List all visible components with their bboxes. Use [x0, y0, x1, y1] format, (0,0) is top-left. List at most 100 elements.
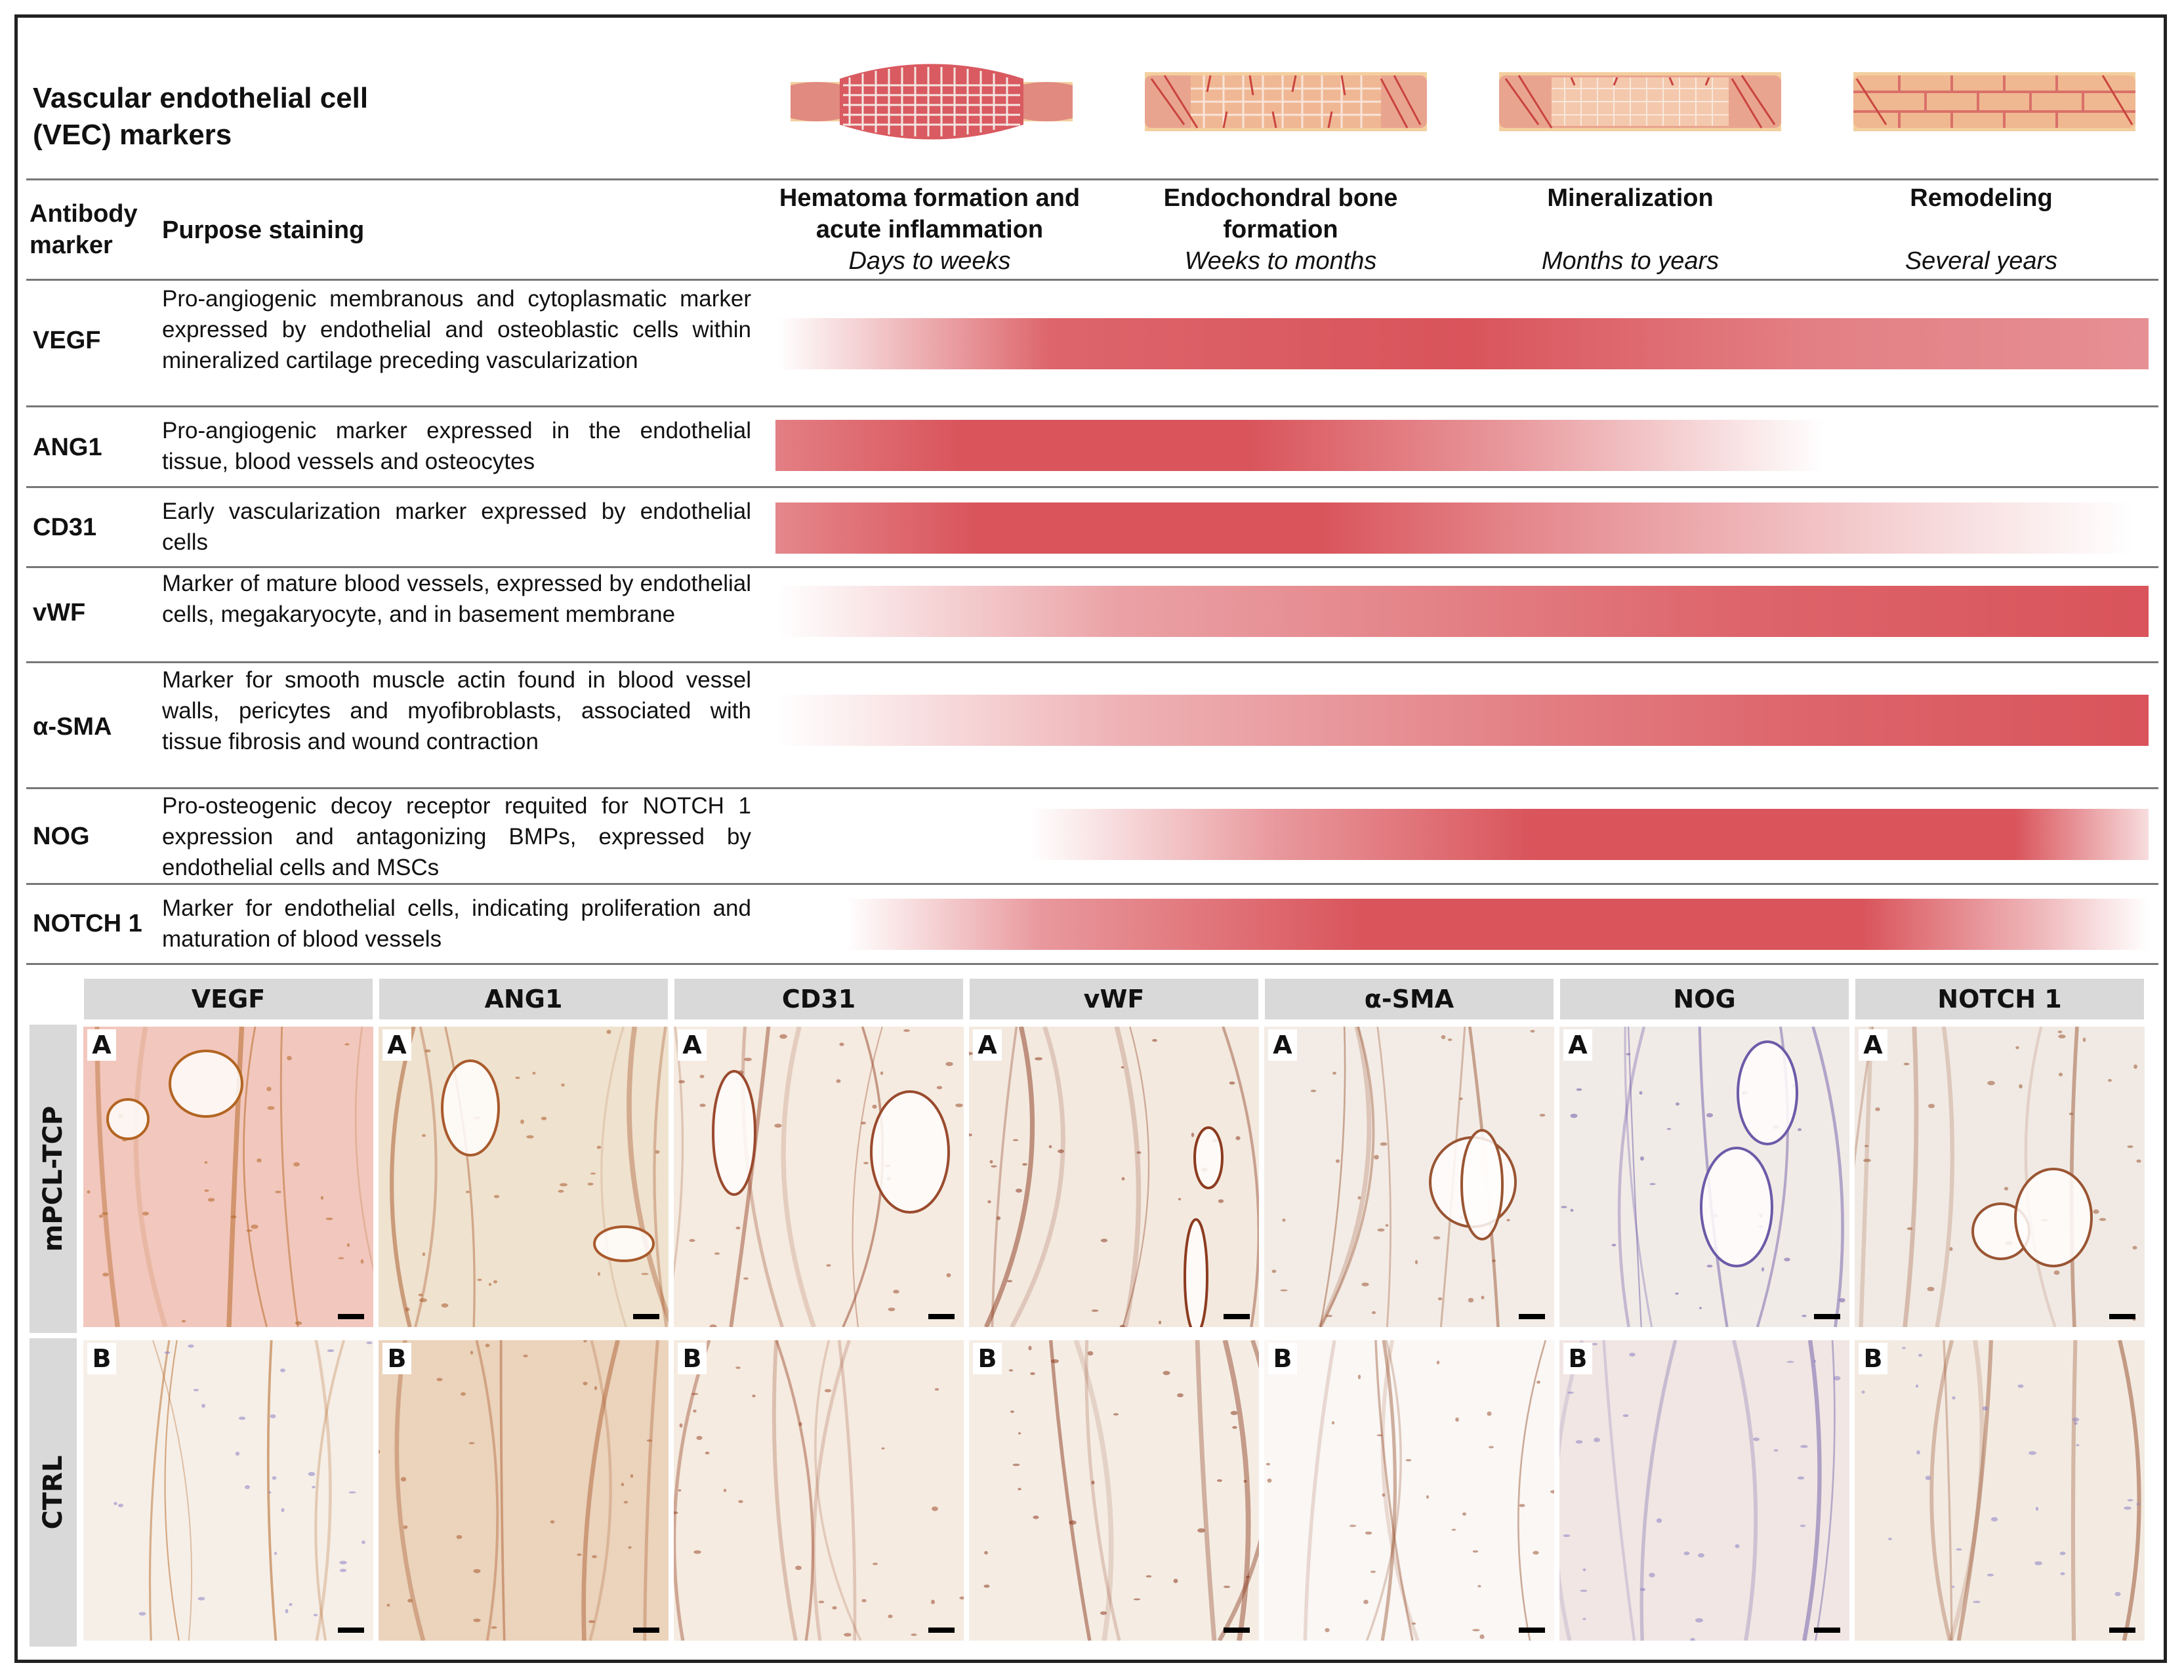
scale-bar	[1814, 1314, 1840, 1319]
scale-bar	[928, 1314, 955, 1319]
antibody-marker-header-line1: Antibody	[30, 200, 138, 228]
tissue-texture	[113, 1340, 373, 1641]
marker-cd31: CD31	[33, 514, 97, 541]
tissue-texture	[983, 1340, 1259, 1641]
expression-bar-vwf	[777, 586, 2149, 637]
hematoma-tissue-illustration	[791, 64, 1073, 140]
panel-letter: B	[382, 1343, 411, 1374]
description-vegf: Pro-angiogenic membranous and cytoplasma…	[162, 286, 751, 373]
remodeling-tissue-illustration	[1853, 72, 2135, 131]
description-notch1: Marker for endothelial cells, indicating…	[162, 895, 751, 952]
panel-letter: A	[1563, 1029, 1592, 1061]
row-rule	[26, 883, 2158, 885]
description-ang1: Pro-angiogenic marker expressed in the e…	[162, 418, 751, 474]
expression-bar-ang1	[775, 420, 1824, 471]
micro-col-cd31: CD31	[674, 979, 963, 1019]
micrograph-b-3: B	[969, 1340, 1259, 1641]
micrograph-b-4: B	[1264, 1340, 1554, 1641]
panel-letter: A	[87, 1029, 116, 1061]
row-rule	[26, 486, 2158, 488]
stage-header-mineralization: Mineralization Months to years	[1460, 182, 1801, 277]
panel-letter: B	[1268, 1343, 1297, 1374]
marker-notch1: NOTCH 1	[33, 910, 142, 937]
scale-bar	[1519, 1314, 1545, 1319]
description-cd31: Early vascularization marker expressed b…	[162, 499, 751, 555]
stage-name-line1: Endochondral bone	[1163, 184, 1398, 212]
micro-col-nog: NOG	[1560, 979, 1849, 1019]
stage-time: Months to years	[1541, 247, 1720, 275]
description-vwf: Marker of mature blood vessels, expresse…	[162, 571, 751, 627]
tissue-texture	[674, 1340, 964, 1641]
purpose-staining-header: Purpose staining	[162, 216, 365, 244]
micrograph-b-0: B	[83, 1340, 373, 1641]
table-top-rule	[26, 178, 2158, 180]
tissue-texture	[1266, 1340, 1554, 1641]
description-nog: Pro-osteogenic decoy receptor requited f…	[162, 793, 751, 880]
tissue-texture	[674, 1027, 963, 1327]
marker-alpha-sma: α-SMA	[33, 713, 112, 741]
tissue-texture	[1861, 1340, 2141, 1641]
row-rule	[26, 661, 2158, 663]
stage-name-line1: Hematoma formation and	[779, 184, 1081, 212]
marker-ang1: ANG1	[33, 434, 102, 461]
tissue-texture	[390, 1027, 669, 1327]
description-alpha-sma: Marker for smooth muscle actin found in …	[162, 667, 751, 754]
micrograph-a-0: A	[83, 1027, 373, 1327]
mineralization-tissue-illustration	[1499, 72, 1781, 131]
micro-col-notch1: NOTCH 1	[1855, 979, 2144, 1019]
stage-time: Days to weeks	[848, 247, 1011, 275]
micro-col-vegf: VEGF	[84, 979, 373, 1019]
scale-bar	[1224, 1314, 1250, 1319]
micro-col-alpha-sma: α-SMA	[1265, 979, 1554, 1019]
figure-title-line1: Vascular endothelial cell	[33, 82, 369, 114]
scale-bar	[338, 1314, 364, 1319]
scale-bar	[338, 1628, 364, 1633]
row-label-text: CTRL	[38, 1455, 68, 1530]
micrograph-a-6: A	[1855, 1027, 2145, 1327]
micrograph-a-2: A	[674, 1027, 964, 1327]
marker-vwf: vWF	[33, 599, 86, 626]
scale-bar	[2109, 1314, 2135, 1319]
micrograph-b-5: B	[1559, 1340, 1849, 1641]
panel-letter: A	[678, 1029, 707, 1061]
panel-letter: A	[973, 1029, 1002, 1061]
panel-letter: B	[87, 1343, 116, 1374]
marker-vegf: VEGF	[33, 327, 101, 354]
micro-row-label-mpcl-tcp: mPCL-TCP	[30, 1025, 77, 1333]
micrograph-b-1: B	[379, 1340, 669, 1641]
scale-bar	[1519, 1628, 1545, 1633]
table-bottom-rule	[26, 963, 2158, 965]
scale-bar	[1224, 1628, 1250, 1633]
tissue-texture	[1855, 1027, 2141, 1327]
stage-time: Weeks to months	[1184, 247, 1377, 275]
stage-name-line2: acute inflammation	[815, 216, 1044, 243]
micro-col-ang1: ANG1	[379, 979, 668, 1019]
panel-letter: B	[973, 1343, 1002, 1374]
micrograph-b-2: B	[674, 1340, 964, 1641]
tissue-texture	[969, 1027, 1259, 1327]
endochondral-tissue-illustration	[1145, 72, 1427, 131]
panel-letter: A	[1859, 1029, 1887, 1061]
antibody-marker-header: Antibody marker	[30, 198, 138, 261]
expression-bar-nog	[1030, 809, 2149, 860]
figure-frame	[14, 14, 2167, 1663]
micrograph-a-3: A	[969, 1027, 1259, 1327]
expression-bar-notch1	[846, 899, 2149, 950]
micrograph-a-1: A	[379, 1027, 669, 1327]
scale-bar	[928, 1628, 955, 1633]
scale-bar	[1814, 1628, 1840, 1633]
scale-bar	[633, 1628, 659, 1633]
stage-header-hematoma: Hematoma formation and acute inflammatio…	[759, 182, 1100, 277]
micrograph-b-6: B	[1855, 1340, 2145, 1641]
panel-letter: A	[1268, 1029, 1297, 1061]
tissue-texture	[87, 1027, 373, 1327]
tissue-texture	[379, 1340, 659, 1641]
micro-col-vwf: vWF	[970, 979, 1258, 1019]
tissue-texture	[1559, 1340, 1841, 1641]
scale-bar	[2109, 1628, 2135, 1633]
panel-letter: B	[1563, 1343, 1592, 1374]
stage-header-endochondral: Endochondral bone formation Weeks to mon…	[1110, 182, 1451, 277]
row-rule	[26, 787, 2158, 789]
stage-name-line1: Remodeling	[1910, 184, 2053, 212]
expression-bar-alpha-sma	[777, 695, 2149, 746]
